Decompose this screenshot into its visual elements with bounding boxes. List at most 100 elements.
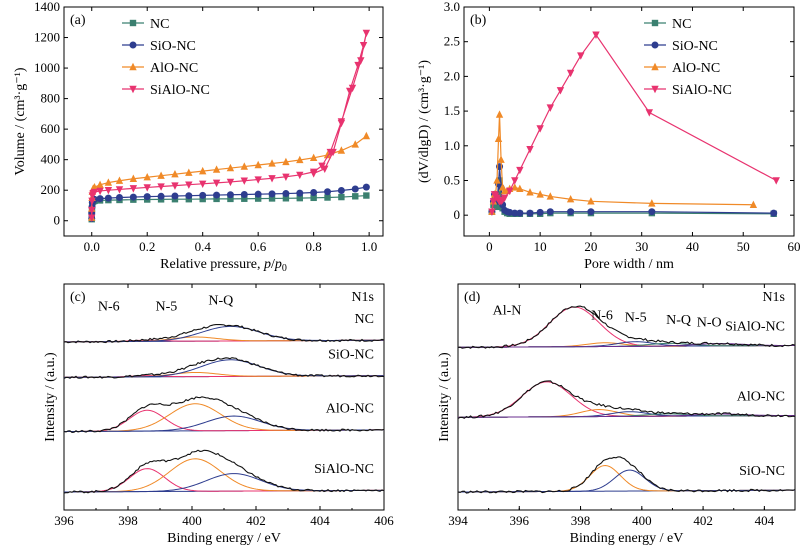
- plot-frame: [463, 6, 795, 237]
- data-point: [526, 146, 534, 154]
- spectrum-sio-nc: SiO-NC: [63, 347, 385, 379]
- data-point: [352, 193, 359, 200]
- x-tick-label: 0.4: [195, 239, 212, 254]
- legend: NC SiO-NC AlO-NC SiAlO-NC: [122, 17, 210, 98]
- data-point: [567, 208, 575, 216]
- data-point: [363, 192, 370, 199]
- data-point: [505, 187, 514, 196]
- data-point: [495, 191, 502, 198]
- sample-label: AlO-NC: [326, 402, 374, 417]
- y-tick-label: 2.5: [444, 34, 460, 49]
- data-point: [115, 186, 124, 194]
- data-point: [185, 196, 193, 203]
- data-point: [357, 57, 365, 65]
- data-point: [516, 166, 524, 175]
- data-point: [337, 146, 346, 154]
- sample-label: AlO-NC: [737, 389, 785, 404]
- data-point: [566, 195, 575, 203]
- y-tick-label: 1400: [34, 0, 60, 14]
- x-tick-label: 30: [635, 239, 648, 254]
- peak-label: N-6: [98, 300, 120, 315]
- data-point: [157, 192, 165, 200]
- x-tick-label: 40: [686, 239, 699, 254]
- x-tick-label: 50: [737, 239, 750, 254]
- data-point: [310, 188, 318, 196]
- data-point: [546, 192, 555, 200]
- spectrum-alo-nc: AlO-NC: [63, 396, 385, 434]
- data-point: [493, 176, 501, 184]
- data-point: [254, 195, 262, 202]
- data-point: [104, 178, 113, 186]
- series-alo-nc: [488, 110, 758, 215]
- y-tick-label: 1200: [34, 30, 60, 45]
- data-point: [227, 195, 234, 203]
- data-point: [96, 187, 104, 196]
- data-point: [143, 193, 151, 201]
- x-tick-label: 0: [486, 239, 493, 254]
- spectrum-sio-nc: SiO-NC: [457, 456, 796, 494]
- panel-0: 0.0 0.2 0.4 0.6 0.8 1.0 0 200 400 600 800 1000 1200 1…: [13, 0, 384, 274]
- y-tick-label: 0.5: [444, 172, 460, 187]
- data-point: [129, 193, 137, 201]
- y-tick-label: 1000: [34, 60, 60, 75]
- x-tick-label: 394: [448, 513, 468, 528]
- data-point: [362, 183, 370, 191]
- legend-marker: [129, 85, 137, 94]
- x-axis-label: Relative pressure, p/p0: [160, 257, 287, 274]
- y-tick-label: 2.0: [444, 68, 460, 83]
- data-point: [321, 165, 329, 174]
- data-point: [310, 194, 317, 202]
- data-point: [241, 195, 248, 202]
- data-point: [171, 169, 179, 178]
- data-point: [296, 189, 304, 197]
- peak-label: N-O: [697, 315, 722, 330]
- data-point: [88, 206, 96, 215]
- y-tick-label: 200: [41, 182, 61, 197]
- series-line: [491, 166, 774, 214]
- measured-spectrum: [457, 380, 796, 419]
- data-point: [592, 31, 600, 39]
- data-point: [268, 190, 276, 198]
- data-point: [338, 193, 345, 201]
- data-point: [587, 197, 595, 205]
- legend-label: NC: [150, 17, 169, 32]
- series-sialo-nc: [88, 29, 371, 222]
- peak-label: N-Q: [666, 313, 691, 328]
- panel-2: 396 398 400 402 404 406 NC SiO-NC AlO-NC SiAlO-NC…: [43, 283, 394, 545]
- data-point: [351, 140, 359, 148]
- data-point: [536, 190, 544, 198]
- sample-label: SiAlO-NC: [314, 462, 374, 477]
- panel-label: (c): [70, 290, 86, 305]
- y-tick-label: 800: [41, 91, 61, 106]
- x-tick-label: 402: [693, 513, 713, 528]
- data-point: [171, 192, 179, 200]
- y-tick-label: 400: [41, 152, 61, 167]
- legend-label: SiAlO-NC: [672, 83, 732, 98]
- data-point: [497, 155, 505, 163]
- x-tick-label: 0.8: [306, 239, 322, 254]
- legend-marker: [651, 62, 659, 71]
- data-point: [556, 87, 565, 95]
- data-point: [185, 181, 193, 189]
- y-axis-label: Volume / (cm³·g⁻¹): [13, 67, 28, 175]
- y-tick-label: 0: [54, 213, 61, 228]
- legend-marker: [651, 41, 659, 49]
- peak-label: N-5: [156, 300, 178, 315]
- data-point: [494, 134, 503, 143]
- panel-label: (d): [464, 290, 481, 305]
- data-point: [493, 203, 501, 211]
- legend-label: AlO-NC: [150, 61, 198, 76]
- data-point: [511, 177, 519, 185]
- data-point: [324, 188, 332, 196]
- sample-label: NC: [355, 312, 374, 327]
- x-tick-label: 404: [310, 513, 330, 528]
- data-point: [143, 173, 151, 181]
- panel-label: (b): [470, 13, 487, 28]
- data-point: [511, 183, 519, 191]
- data-point: [309, 153, 318, 162]
- series-line: [491, 180, 774, 215]
- data-point: [254, 160, 262, 169]
- legend-marker: [129, 19, 137, 27]
- data-point: [511, 209, 519, 217]
